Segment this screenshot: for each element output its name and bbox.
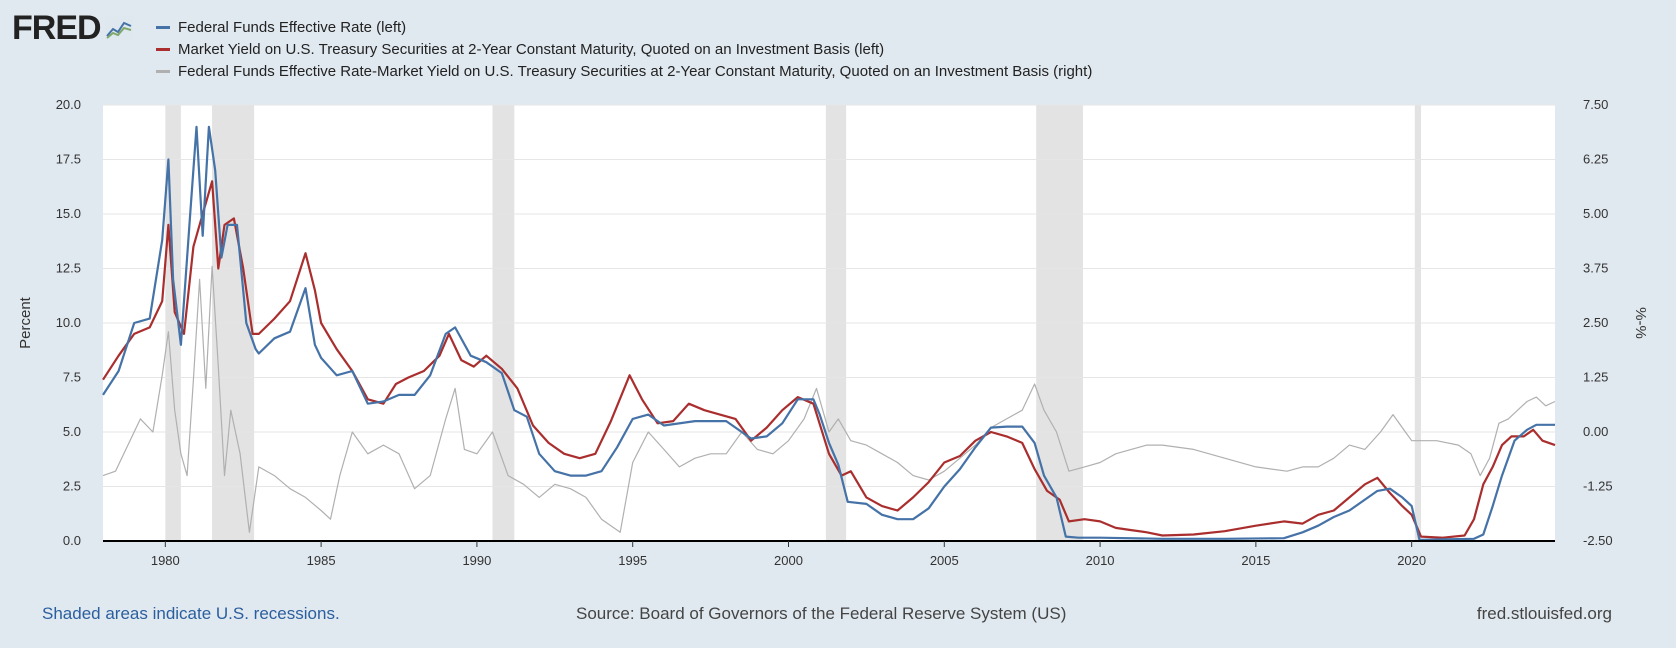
x-tick-label: 2010 xyxy=(1086,553,1115,568)
x-tick-label: 2005 xyxy=(930,553,959,568)
y-axis-right-label: %-% xyxy=(1632,307,1649,339)
y-tick-label-left: 20.0 xyxy=(56,97,81,112)
logo-text: FRED xyxy=(12,8,102,47)
y-tick-label-right: 7.50 xyxy=(1583,97,1608,112)
legend-swatch xyxy=(156,69,170,73)
logo-graph-icon xyxy=(104,16,133,40)
y-tick-label-left: 5.0 xyxy=(63,424,81,439)
x-tick-label: 1995 xyxy=(618,553,647,568)
legend-swatch xyxy=(156,47,170,51)
y-tick-label-left: 0.0 xyxy=(63,533,81,548)
y-tick-label-right: -1.25 xyxy=(1583,479,1613,494)
source-note: Source: Board of Governors of the Federa… xyxy=(576,604,1067,623)
y-tick-label-right: 3.75 xyxy=(1583,261,1608,276)
y-tick-label-right: -2.50 xyxy=(1583,533,1613,548)
x-tick-label: 1985 xyxy=(307,553,336,568)
y-tick-label-left: 12.5 xyxy=(56,261,81,276)
line-chart[interactable]: 0.0 2.5 5.0 7.5 10.0 12.5 15.0 17.5 20.0 -2.50 -1… xyxy=(0,0,1676,600)
fred-logo[interactable]: FRED xyxy=(12,8,133,48)
y-tick-label-right: 1.25 xyxy=(1583,370,1608,385)
x-axis-ticks: 1980 1985 1990 1995 2000 2005 2010 2015 2020 xyxy=(151,541,1426,568)
x-tick-label: 1990 xyxy=(462,553,491,568)
series-line-1 xyxy=(102,180,1556,539)
series-line-2 xyxy=(102,265,1556,533)
series-line-0 xyxy=(102,125,1555,542)
site-link[interactable]: fred.stlouisfed.org xyxy=(1476,604,1612,623)
y-tick-label-right: 6.25 xyxy=(1583,152,1608,167)
x-tick-label: 1980 xyxy=(151,553,180,568)
x-tick-label: 2000 xyxy=(774,553,803,568)
recession-note: Shaded areas indicate U.S. recessions. xyxy=(42,604,340,623)
y-axis-left-ticks: 0.0 2.5 5.0 7.5 10.0 12.5 15.0 17.5 20.0 xyxy=(56,97,81,548)
y-tick-label-left: 7.5 xyxy=(63,370,81,385)
y-tick-label-right: 5.00 xyxy=(1583,206,1608,221)
legend-item-spread[interactable]: Federal Funds Effective Rate-Market Yiel… xyxy=(156,60,1092,82)
y-tick-label-right: 2.50 xyxy=(1583,315,1608,330)
y-axis-right-ticks: -2.50 -1.25 0.00 1.25 2.50 3.75 5.00 6.25 7.50 xyxy=(1583,97,1613,548)
x-tick-label: 2015 xyxy=(1241,553,1270,568)
y-tick-label-left: 10.0 xyxy=(56,315,81,330)
y-tick-label-left: 17.5 xyxy=(56,152,81,167)
legend-swatch xyxy=(156,25,170,29)
legend-label: Market Yield on U.S. Treasury Securities… xyxy=(178,40,885,58)
chart-legend: Federal Funds Effective Rate (left) Mark… xyxy=(156,16,1092,82)
y-tick-label-right: 0.00 xyxy=(1583,424,1608,439)
series-lines xyxy=(102,125,1556,542)
y-tick-label-left: 2.5 xyxy=(63,479,81,494)
legend-item-dgs2[interactable]: Market Yield on U.S. Treasury Securities… xyxy=(156,38,1092,60)
legend-label: Federal Funds Effective Rate-Market Yiel… xyxy=(178,62,1093,80)
y-axis-left-label: Percent xyxy=(17,296,34,349)
x-tick-label: 2020 xyxy=(1397,553,1426,568)
y-tick-label-left: 15.0 xyxy=(56,206,81,221)
legend-item-fedfunds[interactable]: Federal Funds Effective Rate (left) xyxy=(156,16,1092,38)
legend-label: Federal Funds Effective Rate (left) xyxy=(178,18,407,36)
